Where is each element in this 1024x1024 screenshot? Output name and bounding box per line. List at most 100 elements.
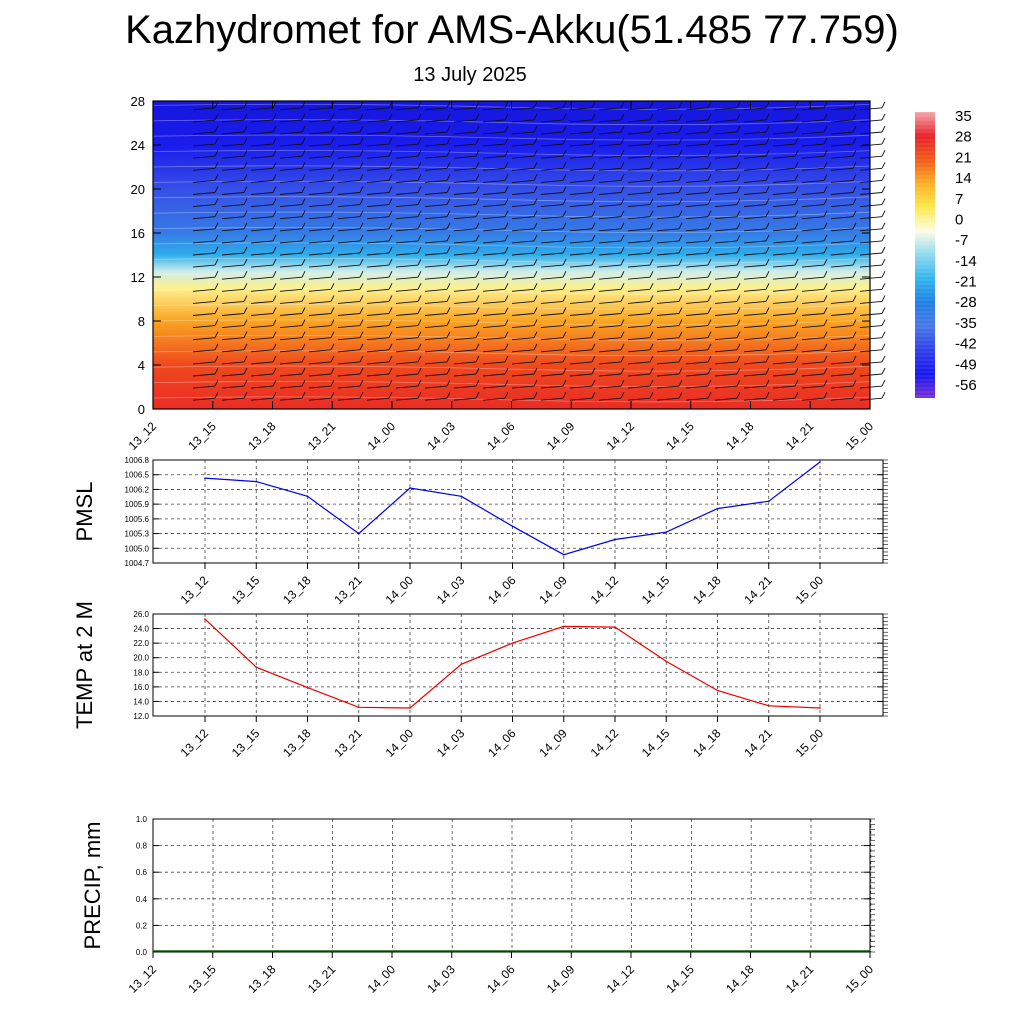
wind-barb-flag — [765, 307, 770, 314]
wind-barb — [453, 325, 477, 329]
wind-barb — [337, 204, 361, 208]
wind-barb — [598, 143, 622, 147]
wind-barb — [772, 288, 796, 292]
wind-barb — [714, 361, 738, 365]
wind-barb-flag — [852, 283, 857, 290]
x-tick-label: 13_21 — [331, 573, 365, 607]
wind-barb — [192, 204, 216, 208]
wind-barb-flag — [417, 295, 422, 302]
wind-barb-flag — [301, 137, 306, 145]
data-point — [255, 480, 258, 483]
wind-barb-flag — [881, 319, 886, 326]
wind-barb-flag — [446, 319, 451, 326]
wind-barb — [250, 167, 274, 171]
wind-barb — [453, 240, 477, 244]
wind-barb — [337, 216, 361, 220]
y-tick-label: 1.0 — [136, 815, 148, 824]
x-tick-label: 14_06 — [485, 573, 519, 607]
wind-barb-flag — [301, 174, 306, 181]
wind-barb — [308, 228, 332, 232]
wind-barb — [743, 276, 767, 280]
wind-barb-flag — [736, 391, 741, 399]
x-tick-label: 13_15 — [229, 573, 263, 607]
wind-barb — [308, 143, 332, 147]
wind-barb-flag — [852, 125, 857, 133]
wind-barb — [511, 325, 535, 329]
wind-barb-flag — [620, 379, 625, 387]
wind-barb — [801, 204, 825, 208]
wind-barb — [859, 228, 883, 232]
wind-barb-flag — [533, 222, 538, 230]
wind-barb — [482, 228, 506, 232]
wind-barb-flag — [417, 125, 422, 133]
wind-barb-flag — [707, 283, 712, 290]
wind-barb-flag — [620, 174, 625, 181]
wind-barb-flag — [562, 319, 567, 326]
wind-barb-flag — [417, 186, 422, 193]
wind-barb-flag — [475, 295, 480, 302]
wind-barb-flag — [504, 125, 509, 133]
wind-barb-flag — [707, 222, 712, 230]
wind-barb — [627, 276, 651, 280]
wind-barb — [424, 264, 448, 268]
wind-barb-flag — [562, 113, 567, 121]
wind-barb — [830, 385, 854, 389]
wind-barb — [801, 361, 825, 365]
wind-barb-flag — [562, 295, 567, 302]
wind-barb-flag — [272, 283, 277, 290]
wind-barb — [453, 337, 477, 341]
wind-barb-flag — [214, 222, 219, 230]
wind-barb — [366, 192, 390, 195]
wind-barb — [308, 313, 332, 316]
wind-barb-flag — [388, 174, 393, 181]
wind-barb-flag — [736, 149, 741, 157]
wind-barb — [772, 155, 796, 159]
wind-barb — [743, 264, 767, 268]
wind-barb-flag — [359, 149, 364, 157]
wind-barb — [859, 252, 883, 256]
wind-barb-flag — [475, 355, 480, 363]
wind-barb-flag — [359, 355, 364, 363]
wind-barb-flag — [533, 234, 538, 242]
x-tick-label: 14_15 — [639, 573, 673, 607]
wind-barb — [366, 397, 390, 401]
wind-barb-flag — [620, 319, 625, 326]
wind-barb — [395, 313, 419, 316]
colorbar-label: -42 — [955, 336, 977, 353]
wind-barb — [192, 192, 216, 195]
wind-barb — [540, 276, 564, 280]
wind-barb-flag — [794, 162, 799, 169]
wind-barb — [453, 216, 477, 220]
wind-barb — [540, 385, 564, 389]
wind-barb — [221, 325, 245, 329]
wind-barb — [569, 167, 593, 171]
wind-barb-flag — [649, 234, 654, 242]
colorbar-label: 7 — [955, 191, 963, 208]
wind-barb — [250, 228, 274, 232]
wind-barb — [424, 373, 448, 377]
wind-barb-flag — [272, 331, 277, 338]
wind-barb — [830, 155, 854, 159]
wind-barb — [250, 252, 274, 256]
wind-barb-flag — [330, 174, 335, 181]
wind-barb-flag — [765, 379, 770, 387]
wind-barb — [743, 240, 767, 244]
wind-barb-flag — [301, 295, 306, 302]
wind-barb — [627, 397, 651, 401]
wind-barb-flag — [736, 210, 741, 217]
wind-barb — [366, 264, 390, 268]
wind-barb — [192, 167, 216, 171]
wind-barb — [395, 397, 419, 401]
wind-barb-flag — [678, 307, 683, 314]
wind-barb — [279, 143, 303, 147]
wind-barb-flag — [794, 295, 799, 302]
wind-barb-flag — [823, 113, 828, 121]
wind-barb-flag — [301, 379, 306, 387]
wind-barb-flag — [272, 307, 277, 314]
wind-barb — [772, 385, 796, 389]
x-tick-label: 13_21 — [331, 726, 365, 760]
wind-barb-flag — [330, 307, 335, 314]
wind-barb-flag — [707, 295, 712, 302]
wind-barb — [337, 240, 361, 244]
wind-barb-flag — [446, 331, 451, 338]
